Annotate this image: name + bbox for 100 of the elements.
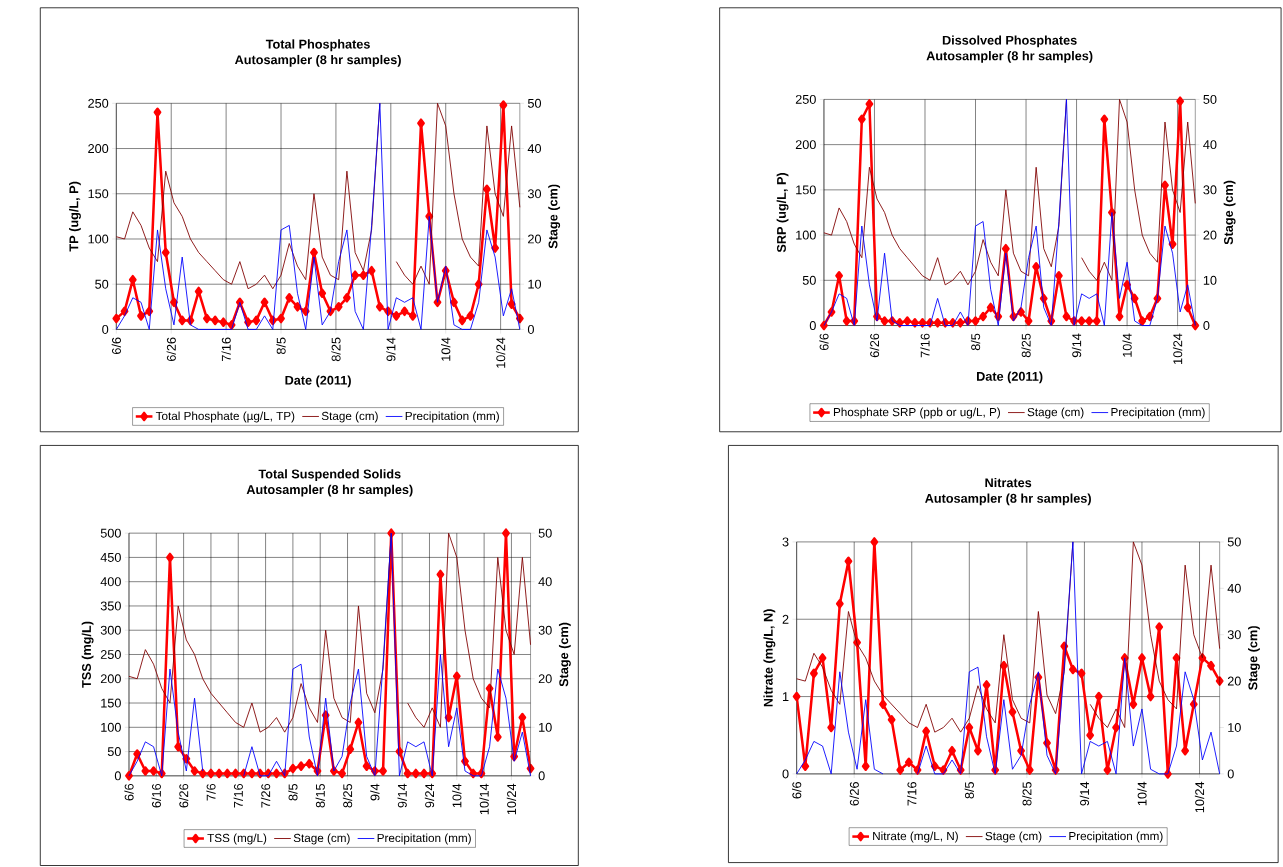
x-tick-label: 6/26 — [849, 781, 859, 806]
y-tick-label: 150 — [796, 185, 816, 195]
x-tick-label: 6/6 — [124, 783, 134, 801]
x-tick-label: 6/6 — [111, 337, 121, 354]
y-tick-label: 0 — [782, 769, 789, 779]
y2-tick-label: 10 — [1203, 275, 1217, 285]
chart-title: Total Suspended Solids — [258, 468, 401, 481]
y2-tick-label: 20 — [528, 234, 542, 244]
y2-tick-label: 50 — [1227, 537, 1241, 547]
y2-tick-label: 50 — [1203, 94, 1217, 104]
y-tick-label: 100 — [101, 722, 121, 732]
x-tick-label: 10/4 — [452, 783, 462, 807]
x-tick-label: 8/15 — [315, 783, 325, 808]
legend-label: Precipitation (mm) — [1111, 407, 1205, 419]
y2-tick-label: 40 — [1227, 583, 1241, 593]
x-tick-label: 6/26 — [178, 783, 189, 808]
chart-subtitle: Autosampler (8 hr samples) — [234, 54, 401, 67]
x-tick-label: 9/4 — [370, 783, 380, 801]
y2-tick-label: 20 — [1203, 230, 1217, 240]
y2-axis-title: Stage (cm) — [1248, 625, 1260, 690]
y2-tick-label: 0 — [1203, 320, 1210, 330]
x-tick-label: 7/16 — [907, 781, 917, 806]
y2-tick-label: 20 — [1227, 676, 1241, 686]
y2-tick-label: 50 — [527, 98, 542, 108]
y2-tick-label: 30 — [527, 189, 542, 199]
x-tick-label: 8/25 — [342, 783, 353, 808]
y-tick-label: 50 — [107, 746, 121, 756]
x-tick-label: 10/14 — [479, 783, 489, 814]
y-tick-label: 450 — [100, 552, 121, 562]
legend-label: Phosphate SRP (ppb or ug/L, P) — [833, 407, 1000, 419]
y2-tick-label: 0 — [1227, 769, 1234, 779]
y-tick-label: 250 — [100, 649, 121, 659]
legend-label: TSS (mg/L) — [207, 833, 267, 845]
y-tick-label: 150 — [101, 698, 121, 708]
legend-label: Precipitation (mm) — [1069, 831, 1163, 843]
y-tick-label: 0 — [809, 320, 816, 330]
y-axis-title: SRP (ug/L, P) — [776, 172, 789, 253]
x-tick-label: 8/25 — [1022, 781, 1032, 806]
x-tick-label: 9/24 — [424, 783, 435, 808]
y2-axis-title: Stage (cm) — [548, 184, 561, 249]
y-tick-label: 100 — [796, 230, 816, 240]
x-tick-label: 7/16 — [233, 783, 243, 808]
y-axis-title: TSS (mg/L) — [81, 621, 94, 688]
chart-subtitle: Autosampler (8 hr samples) — [926, 50, 1093, 63]
y2-tick-label: 20 — [538, 674, 552, 684]
x-tick-label: 10/24 — [1194, 781, 1205, 813]
y2-tick-label: 30 — [538, 625, 552, 635]
y-axis-title: TP (ug/L, P) — [69, 181, 81, 252]
x-tick-label: 9/14 — [1079, 781, 1090, 806]
y2-axis-title: Stage (cm) — [558, 622, 571, 687]
x-tick-label: 6/26 — [869, 333, 880, 357]
y2-tick-label: 10 — [1228, 722, 1241, 732]
y-tick-label: 3 — [782, 537, 789, 547]
x-tick-label: 10/24 — [1172, 333, 1183, 364]
legend-label: Stage (cm) — [293, 833, 350, 845]
y2-tick-label: 10 — [539, 722, 552, 732]
y2-tick-label: 30 — [1203, 185, 1217, 195]
x-tick-label: 6/6 — [791, 781, 802, 799]
x-tick-label: 10/4 — [1137, 781, 1147, 805]
y-tick-label: 350 — [100, 601, 121, 611]
x-tick-label: 8/5 — [276, 337, 286, 354]
x-axis-title: Date (2011) — [285, 375, 351, 388]
x-tick-label: 10/24 — [506, 783, 517, 814]
y-tick-label: 0 — [114, 771, 121, 781]
chart-subtitle: Autosampler (8 hr samples) — [246, 484, 413, 497]
legend-label: Stage (cm) — [985, 831, 1042, 843]
y-tick-label: 0 — [102, 324, 109, 334]
x-tick-label: 10/24 — [495, 337, 506, 368]
y-tick-label: 300 — [100, 625, 121, 635]
y2-tick-label: 0 — [538, 771, 545, 781]
y-tick-label: 50 — [95, 279, 109, 289]
chart-title: Nitrates — [985, 477, 1032, 488]
y2-axis-title: Stage (cm) — [1223, 180, 1236, 245]
x-tick-label: 6/16 — [151, 783, 161, 808]
legend-label: Precipitation (mm) — [377, 833, 471, 845]
x-tick-label: 9/14 — [386, 337, 396, 361]
x-tick-label: 8/5 — [964, 781, 974, 799]
y2-tick-label: 40 — [1203, 139, 1217, 149]
x-tick-label: 6/6 — [819, 333, 829, 350]
y-tick-label: 200 — [100, 674, 121, 684]
y-tick-label: 50 — [802, 275, 816, 285]
y2-tick-label: 10 — [528, 279, 542, 289]
y2-tick-label: 50 — [538, 528, 552, 538]
x-tick-label: 9/14 — [1071, 333, 1082, 357]
x-tick-label: 6/26 — [166, 337, 176, 361]
x-tick-label: 7/16 — [920, 333, 930, 357]
chart-subtitle: Autosampler (8 hr samples) — [925, 493, 1091, 506]
x-tick-label: 8/5 — [288, 783, 298, 801]
y2-tick-label: 30 — [1227, 630, 1241, 639]
y-tick-label: 250 — [88, 98, 109, 108]
y-tick-label: 200 — [795, 139, 816, 149]
x-tick-label: 8/25 — [331, 337, 341, 361]
legend-label: Nitrate (mg/L, N) — [873, 831, 958, 843]
legend-label: Stage (cm) — [1027, 407, 1084, 419]
x-tick-label: 10/4 — [1122, 333, 1132, 357]
y2-tick-label: 40 — [538, 576, 552, 586]
y-tick-label: 1 — [782, 692, 789, 701]
legend-label: Stage (cm) — [321, 411, 378, 423]
x-tick-label: 8/25 — [1021, 333, 1031, 358]
legend-label: Precipitation (mm) — [405, 411, 499, 423]
